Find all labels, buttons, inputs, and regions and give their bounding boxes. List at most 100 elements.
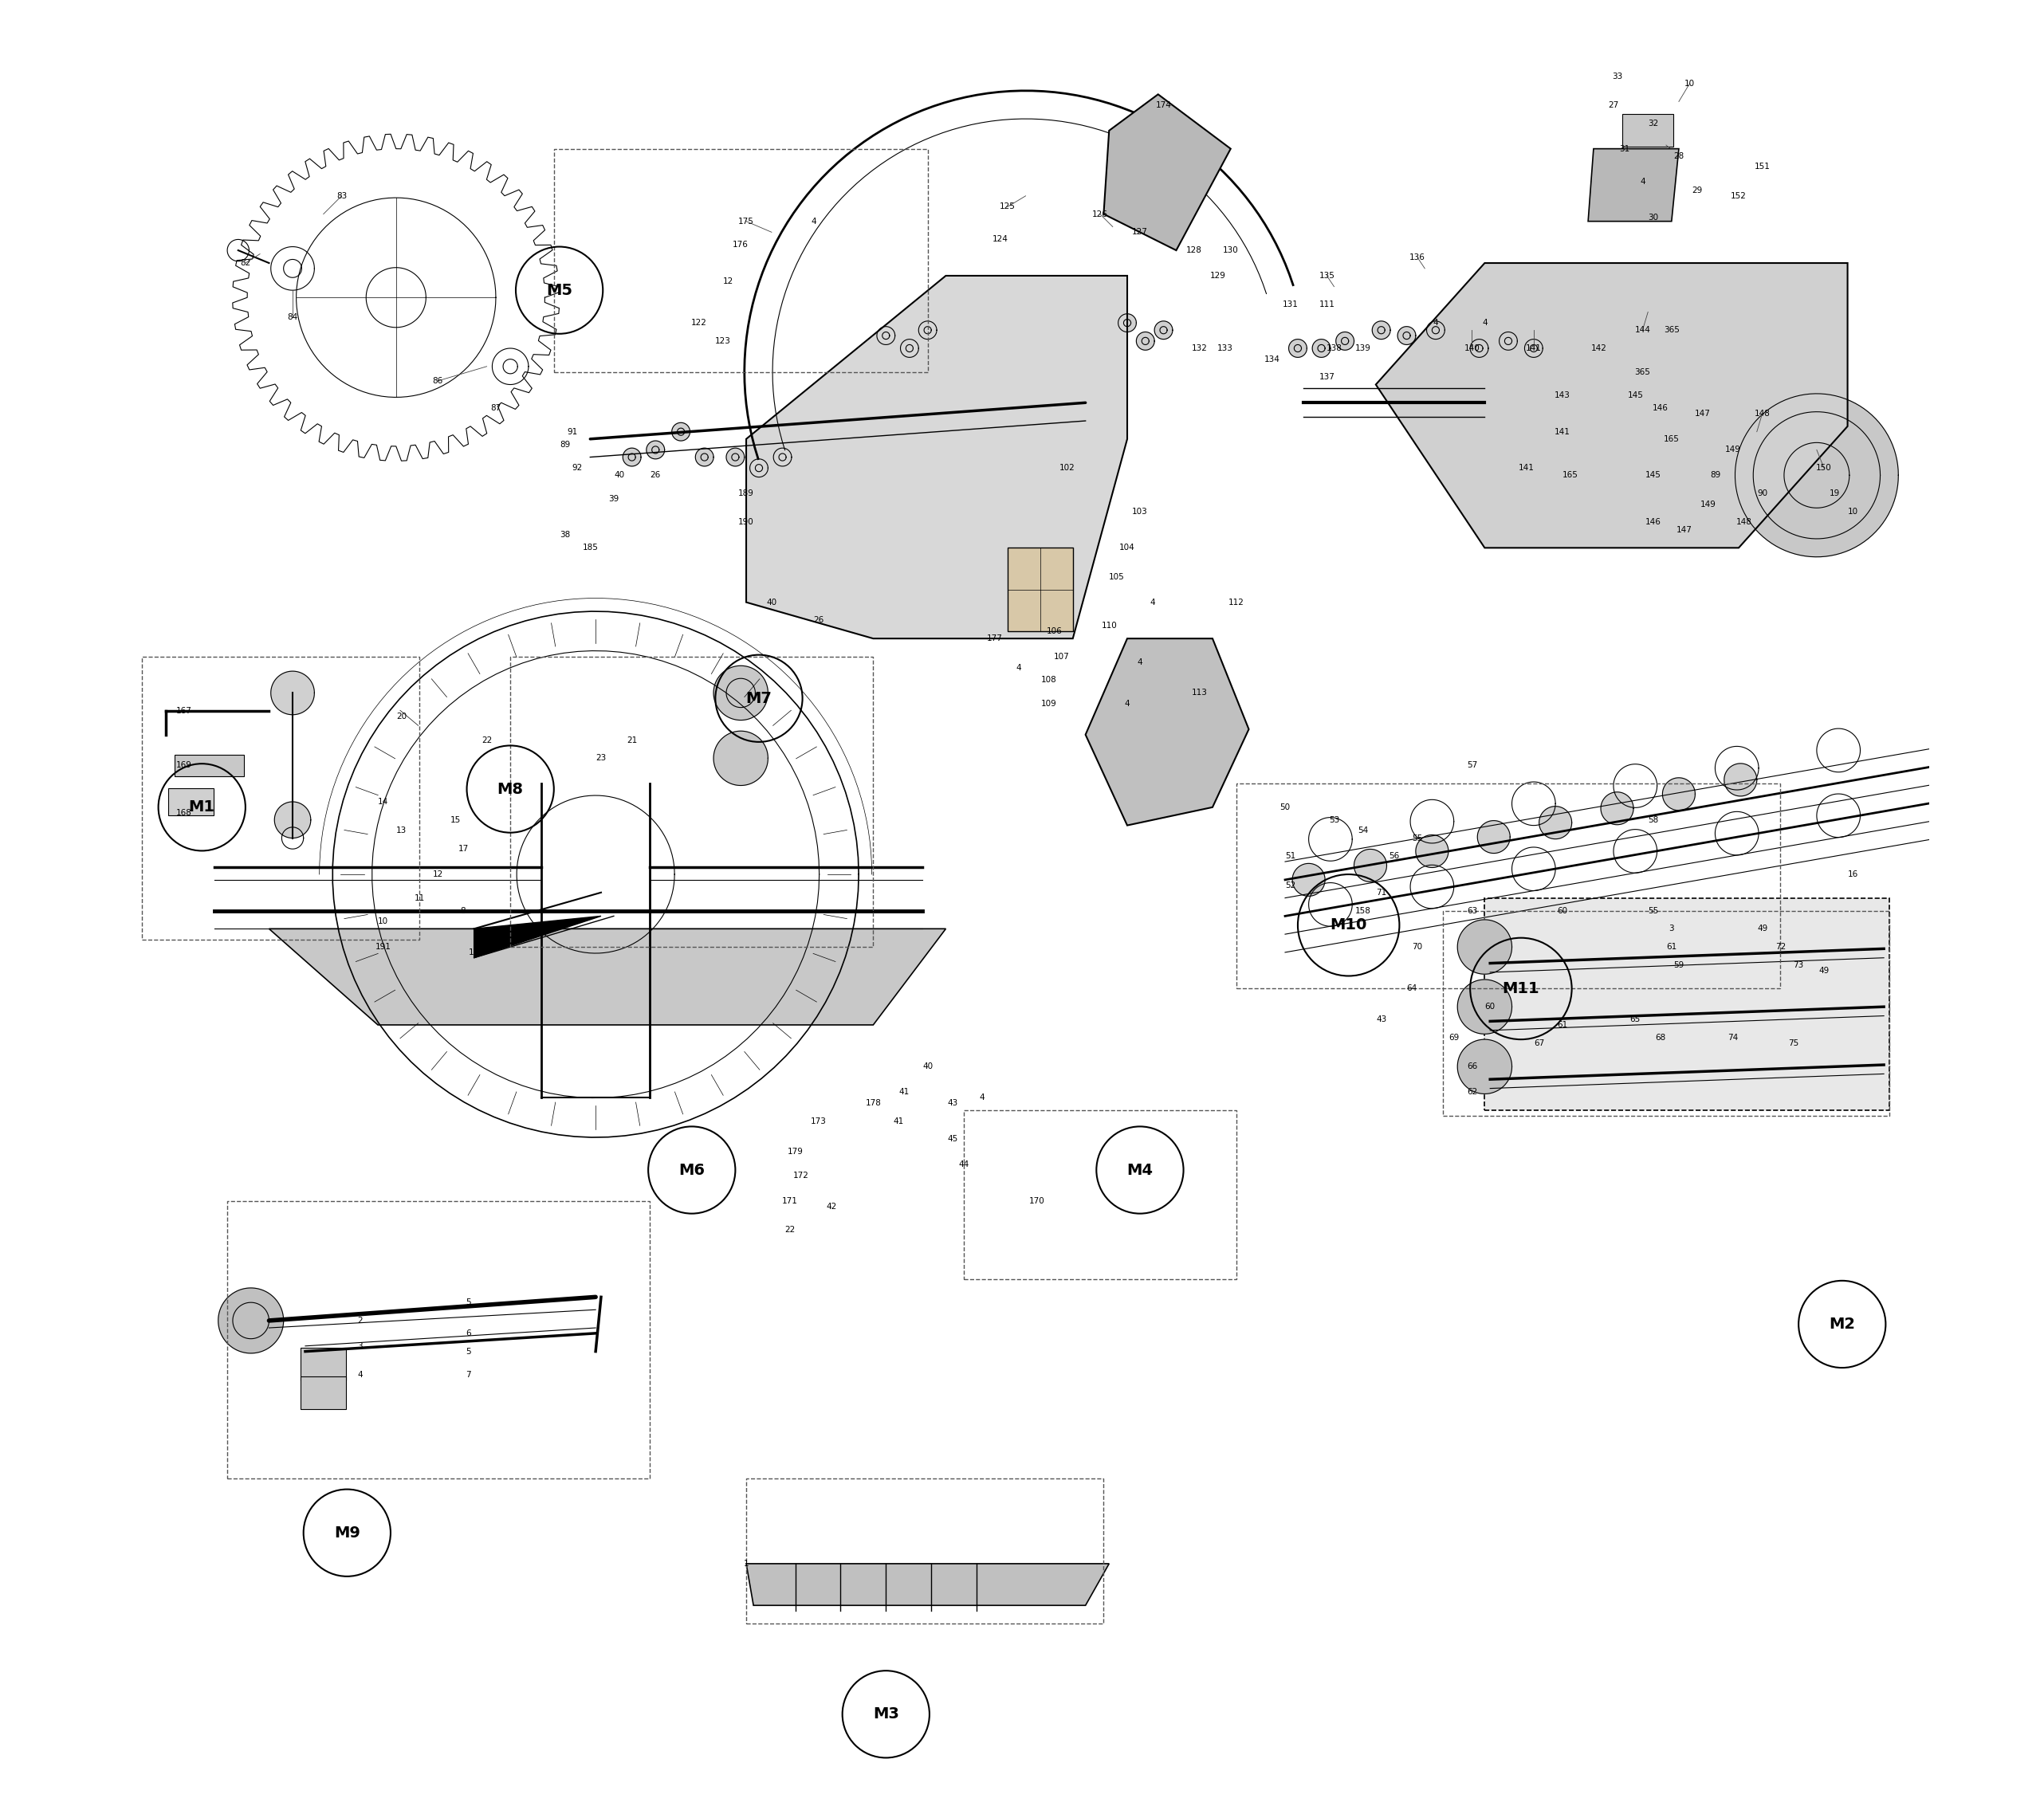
Text: 4: 4 bbox=[1151, 599, 1155, 606]
Text: 4: 4 bbox=[1482, 319, 1488, 327]
Polygon shape bbox=[272, 671, 315, 715]
Polygon shape bbox=[1662, 778, 1694, 811]
Text: 122: 122 bbox=[691, 319, 707, 327]
Polygon shape bbox=[1725, 764, 1758, 796]
Text: 12: 12 bbox=[724, 278, 734, 285]
Text: 136: 136 bbox=[1410, 254, 1425, 261]
Text: 82: 82 bbox=[239, 259, 251, 267]
Text: 124: 124 bbox=[991, 236, 1008, 243]
Text: 3: 3 bbox=[1668, 925, 1674, 932]
Polygon shape bbox=[623, 448, 642, 466]
Text: 42: 42 bbox=[826, 1203, 836, 1210]
Text: 137: 137 bbox=[1318, 374, 1335, 381]
Text: 138: 138 bbox=[1327, 345, 1343, 352]
Text: 43: 43 bbox=[948, 1099, 959, 1107]
Polygon shape bbox=[1312, 339, 1331, 357]
Polygon shape bbox=[1457, 1039, 1513, 1094]
Text: 171: 171 bbox=[783, 1197, 797, 1204]
Text: 132: 132 bbox=[1192, 345, 1208, 352]
Text: 149: 149 bbox=[1701, 501, 1715, 508]
Text: 167: 167 bbox=[176, 707, 192, 715]
Text: 16: 16 bbox=[1848, 871, 1858, 878]
Text: 60: 60 bbox=[1558, 907, 1568, 914]
Text: 190: 190 bbox=[738, 519, 754, 526]
Text: 152: 152 bbox=[1731, 192, 1748, 200]
Text: 43: 43 bbox=[1376, 1016, 1386, 1023]
Text: 7: 7 bbox=[466, 1371, 472, 1379]
Text: 142: 142 bbox=[1590, 345, 1607, 352]
Text: 22: 22 bbox=[785, 1226, 795, 1234]
Text: 26: 26 bbox=[650, 472, 660, 479]
Text: 31: 31 bbox=[1619, 145, 1629, 152]
Text: 145: 145 bbox=[1645, 472, 1662, 479]
Polygon shape bbox=[1292, 863, 1325, 896]
Polygon shape bbox=[1398, 327, 1416, 345]
Text: 179: 179 bbox=[787, 1148, 803, 1156]
Polygon shape bbox=[695, 448, 713, 466]
Text: 32: 32 bbox=[1647, 120, 1658, 127]
Text: 185: 185 bbox=[583, 544, 599, 551]
Text: 28: 28 bbox=[1674, 152, 1684, 160]
Text: 89: 89 bbox=[560, 441, 570, 448]
Text: 175: 175 bbox=[738, 218, 754, 225]
Text: M10: M10 bbox=[1331, 918, 1367, 932]
Text: 3: 3 bbox=[358, 1342, 362, 1350]
Text: 148: 148 bbox=[1754, 410, 1770, 417]
Text: M6: M6 bbox=[679, 1163, 705, 1177]
Polygon shape bbox=[918, 321, 936, 339]
Text: 13: 13 bbox=[397, 827, 407, 834]
Polygon shape bbox=[646, 441, 664, 459]
Text: 12: 12 bbox=[433, 871, 444, 878]
Polygon shape bbox=[1372, 321, 1390, 339]
Polygon shape bbox=[1353, 849, 1386, 882]
Text: 170: 170 bbox=[1028, 1197, 1044, 1204]
Text: 64: 64 bbox=[1406, 985, 1416, 992]
Polygon shape bbox=[1085, 639, 1249, 825]
Text: 70: 70 bbox=[1412, 943, 1423, 951]
Text: 90: 90 bbox=[1758, 490, 1768, 497]
Text: 140: 140 bbox=[1464, 345, 1480, 352]
Text: 148: 148 bbox=[1735, 519, 1752, 526]
Polygon shape bbox=[1337, 332, 1353, 350]
Text: 5: 5 bbox=[466, 1299, 472, 1306]
Text: 129: 129 bbox=[1210, 272, 1226, 279]
Polygon shape bbox=[1484, 898, 1889, 1110]
Polygon shape bbox=[1427, 321, 1445, 339]
Text: 58: 58 bbox=[1647, 816, 1658, 824]
Text: 158: 158 bbox=[1355, 907, 1372, 914]
Text: 23: 23 bbox=[595, 755, 607, 762]
Text: 19: 19 bbox=[1829, 490, 1840, 497]
Polygon shape bbox=[219, 1288, 284, 1353]
Text: 172: 172 bbox=[793, 1172, 809, 1179]
Text: 52: 52 bbox=[1286, 882, 1296, 889]
Polygon shape bbox=[773, 448, 791, 466]
Text: 4: 4 bbox=[811, 218, 816, 225]
Text: M8: M8 bbox=[497, 782, 523, 796]
Text: 4: 4 bbox=[1124, 700, 1130, 707]
Text: 49: 49 bbox=[1758, 925, 1768, 932]
Text: 127: 127 bbox=[1132, 229, 1149, 236]
Text: 74: 74 bbox=[1727, 1034, 1739, 1041]
Text: 151: 151 bbox=[1754, 163, 1770, 171]
Text: 66: 66 bbox=[1468, 1063, 1478, 1070]
Text: 55: 55 bbox=[1647, 907, 1658, 914]
Text: 4: 4 bbox=[979, 1094, 985, 1101]
Text: 365: 365 bbox=[1664, 327, 1680, 334]
Text: 145: 145 bbox=[1627, 392, 1643, 399]
Polygon shape bbox=[270, 929, 946, 1025]
Text: 147: 147 bbox=[1694, 410, 1711, 417]
Polygon shape bbox=[1118, 314, 1136, 332]
Polygon shape bbox=[1376, 263, 1848, 548]
Text: 146: 146 bbox=[1645, 519, 1662, 526]
Text: 16: 16 bbox=[468, 949, 480, 956]
Text: 22: 22 bbox=[482, 736, 493, 744]
Text: 176: 176 bbox=[734, 241, 748, 249]
Polygon shape bbox=[726, 448, 744, 466]
Text: 141: 141 bbox=[1525, 345, 1541, 352]
Polygon shape bbox=[672, 423, 691, 441]
Text: 112: 112 bbox=[1228, 599, 1245, 606]
Text: 4: 4 bbox=[1639, 178, 1645, 185]
Text: 27: 27 bbox=[1609, 102, 1619, 109]
Polygon shape bbox=[1525, 339, 1543, 357]
Polygon shape bbox=[274, 802, 311, 838]
